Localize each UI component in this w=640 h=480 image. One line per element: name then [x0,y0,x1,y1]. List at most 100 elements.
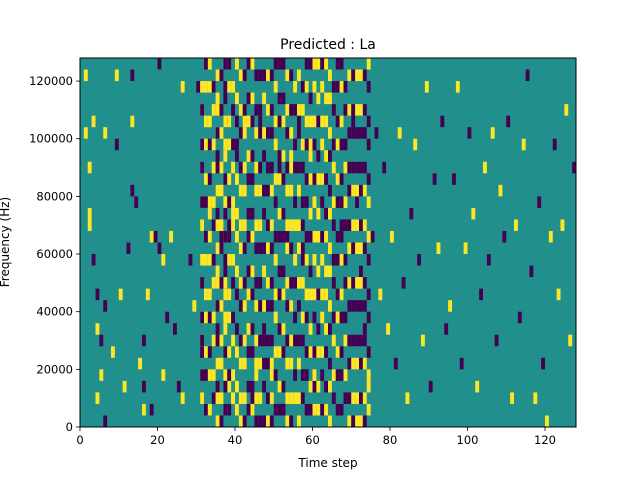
heatmap-column-cell [238,127,243,139]
heatmap-cell [572,161,577,174]
heatmap-column-cell [308,346,313,358]
heatmap-column-cell [204,115,208,128]
heatmap-column-cell [215,357,220,370]
heatmap-cell [157,58,162,70]
heatmap-column-cell [246,265,251,278]
heatmap-column-cell [250,380,255,393]
heatmap-column-cell [347,184,352,197]
heatmap-cell [277,161,282,174]
x-tick-label: 100 [457,433,479,447]
heatmap-column-cell [339,196,344,208]
heatmap-column-cell [262,300,267,312]
heatmap-column-cell [258,357,263,370]
heatmap-cell [254,369,259,381]
heatmap-column-cell [362,242,367,255]
heatmap-column-cell [335,115,340,128]
heatmap-column-cell [362,357,367,370]
heatmap-column-cell [254,415,259,427]
heatmap-column-cell [300,392,305,404]
heatmap-column-cell [362,184,367,197]
heatmap-column-cell [339,230,344,243]
heatmap-cell [479,288,484,301]
heatmap-column-cell [347,357,352,370]
heatmap-column-cell [219,277,224,289]
heatmap-column-cell [246,173,251,185]
heatmap-cell [118,288,123,301]
heatmap-column-cell [297,277,301,289]
heatmap-column-cell [351,127,356,139]
heatmap-cell [207,207,212,220]
heatmap-cell [564,104,569,116]
heatmap-column-cell [246,207,251,220]
heatmap-column-cell [242,415,247,427]
heatmap-column-cell [242,219,247,231]
heatmap-column-cell [351,392,356,404]
heatmap-column-cell [219,184,224,197]
heatmap-column-cell [200,138,205,151]
heatmap-column-cell [219,104,224,116]
heatmap-column-cell [366,115,371,128]
heatmap-column-cell [200,104,205,116]
heatmap-cell [87,219,92,231]
heatmap-column-cell [215,323,220,335]
heatmap-column-cell [266,219,270,231]
heatmap-column-cell [254,219,259,231]
heatmap-column-cell [238,300,243,312]
heatmap-column-cell [359,334,363,347]
heatmap-column-cell [227,138,232,151]
heatmap-column-cell [289,357,294,370]
heatmap-column-cell [211,81,216,93]
heatmap-column-cell [289,242,294,255]
heatmap-column-cell [254,392,259,404]
heatmap-column-cell [285,392,290,404]
heatmap-column-cell [207,138,212,151]
heatmap-column-cell [227,196,232,208]
heatmap-cell [145,288,150,301]
heatmap-column-cell [273,173,278,185]
heatmap-column-cell [351,219,356,231]
heatmap-column-cell [312,288,317,301]
heatmap-column-cell [242,242,247,255]
heatmap-column-cell [262,323,267,335]
heatmap-column-cell [235,265,239,278]
heatmap-column-cell [211,104,216,116]
heatmap-column-cell [250,92,255,105]
heatmap-column-cell [359,392,363,404]
heatmap-cell [490,127,495,139]
heatmap-column-cell [231,277,236,289]
heatmap-column-cell [351,334,356,347]
heatmap-column-cell [347,300,352,312]
heatmap-column-cell [227,115,232,128]
heatmap-column-cell [331,369,336,381]
heatmap-column-cell [331,311,336,324]
heatmap-column-cell [211,219,216,231]
heatmap-column-cell [242,334,247,347]
heatmap-column-cell [254,104,259,116]
heatmap-column-cell [339,81,344,93]
heatmap-column-cell [308,207,313,220]
heatmap-column-cell [308,288,313,301]
heatmap-cell [157,242,162,255]
heatmap-column-cell [312,196,317,208]
heatmap-column-cell [269,242,274,255]
heatmap-cell [483,161,487,174]
heatmap-column-cell [366,254,371,266]
heatmap-column-cell [362,69,367,82]
heatmap-column-cell [227,58,232,70]
heatmap-cell [382,161,387,174]
heatmap-column-cell [351,184,356,197]
heatmap-column-cell [289,161,294,174]
heatmap-column-cell [304,230,309,243]
heatmap-column-cell [273,254,278,266]
heatmap-cell [95,288,100,301]
heatmap-column-cell [359,242,363,255]
heatmap-column-cell [289,219,294,231]
heatmap-cell [130,115,135,128]
heatmap-column-cell [281,288,286,301]
heatmap-column-cell [277,346,282,358]
heatmap-column-cell [343,334,348,347]
heatmap-column-cell [258,415,263,427]
heatmap-column-cell [347,392,352,404]
heatmap-cell [386,323,391,335]
heatmap-column-cell [343,392,348,404]
